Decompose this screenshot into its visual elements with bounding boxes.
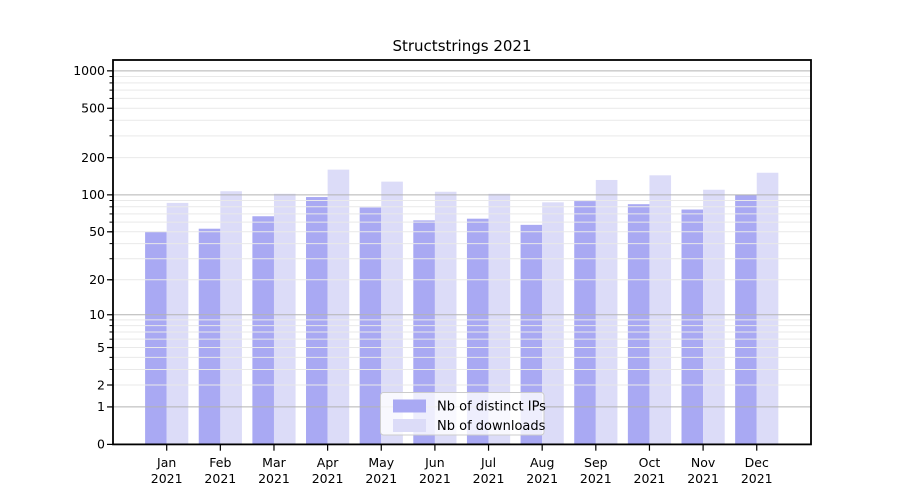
x-tick-label-dec: Dec [745,455,769,470]
y-tick-label-10: 10 [89,307,105,322]
y-tick-label-1000: 1000 [73,63,105,78]
bar-distinct-ips-mar [252,216,274,445]
bar-downloads-jul [488,193,511,445]
x-tick-label-sep: Sep [584,455,608,470]
bar-distinct-ips-nov [681,209,704,445]
y-tick-label-2: 2 [97,377,105,392]
x-tick-label-feb: Feb [209,455,231,470]
x-tick-year-may: 2021 [365,471,397,486]
bar-downloads-oct [649,175,672,445]
bar-downloads-feb [220,191,242,445]
x-tick-year-nov: 2021 [687,471,719,486]
bar-downloads-may [381,181,403,445]
plot-border [112,59,812,446]
legend-swatch-downloads-icon [393,419,426,432]
legend-label-distinct-ips: Nb of distinct IPs [437,400,546,415]
tick-labels-layer: 01251020501002005001000Jan2021Feb2021Mar… [73,63,772,486]
bar-downloads-apr [327,169,350,445]
x-tick-label-apr: Apr [317,455,339,470]
x-tick-year-feb: 2021 [204,471,236,486]
x-tick-year-oct: 2021 [634,471,666,486]
x-tick-label-aug: Aug [530,455,554,470]
y-tick-label-5: 5 [97,340,105,355]
x-tick-label-jul: Jul [480,455,496,470]
y-tick-label-20: 20 [89,272,105,287]
y-tick-label-1: 1 [97,399,105,414]
bar-downloads-jun [434,191,457,445]
y-tick-label-200: 200 [81,150,105,165]
x-tick-label-oct: Oct [639,455,661,470]
x-tick-year-sep: 2021 [580,471,612,486]
x-tick-year-aug: 2021 [526,471,558,486]
bar-downloads-aug [542,202,564,445]
bar-distinct-ips-jan [145,231,167,445]
chart-title: Structstrings 2021 [392,37,531,55]
bar-distinct-ips-sep [574,201,596,445]
y-tick-label-500: 500 [81,101,105,116]
bar-downloads-nov [703,189,725,445]
legend-swatch-distinct-ips-icon [393,399,426,413]
y-tick-label-50: 50 [89,224,105,239]
x-tick-label-nov: Nov [691,455,716,470]
x-tick-label-mar: Mar [262,455,286,470]
legend-label-downloads: Nb of downloads [437,419,546,434]
x-tick-label-jun: Jun [424,455,445,470]
y-tick-label-0: 0 [97,437,105,452]
x-tick-label-may: May [368,455,394,470]
x-tick-label-jan: Jan [156,455,176,470]
x-tick-year-jul: 2021 [473,471,505,486]
x-tick-year-jun: 2021 [419,471,451,486]
bar-downloads-dec [756,172,779,445]
bar-downloads-mar [273,193,296,445]
bar-distinct-ips-feb [198,228,221,445]
y-tick-label-100: 100 [81,187,105,202]
legend: Nb of distinct IPs Nb of downloads [380,392,546,436]
bar-downloads-sep [595,179,618,445]
bar-downloads-jan [166,202,189,445]
x-tick-year-jan: 2021 [151,471,183,486]
x-tick-year-dec: 2021 [741,471,773,486]
x-tick-year-mar: 2021 [258,471,290,486]
bar-distinct-ips-oct [627,204,650,445]
x-tick-year-apr: 2021 [312,471,344,486]
gridlines-layer [113,70,811,408]
